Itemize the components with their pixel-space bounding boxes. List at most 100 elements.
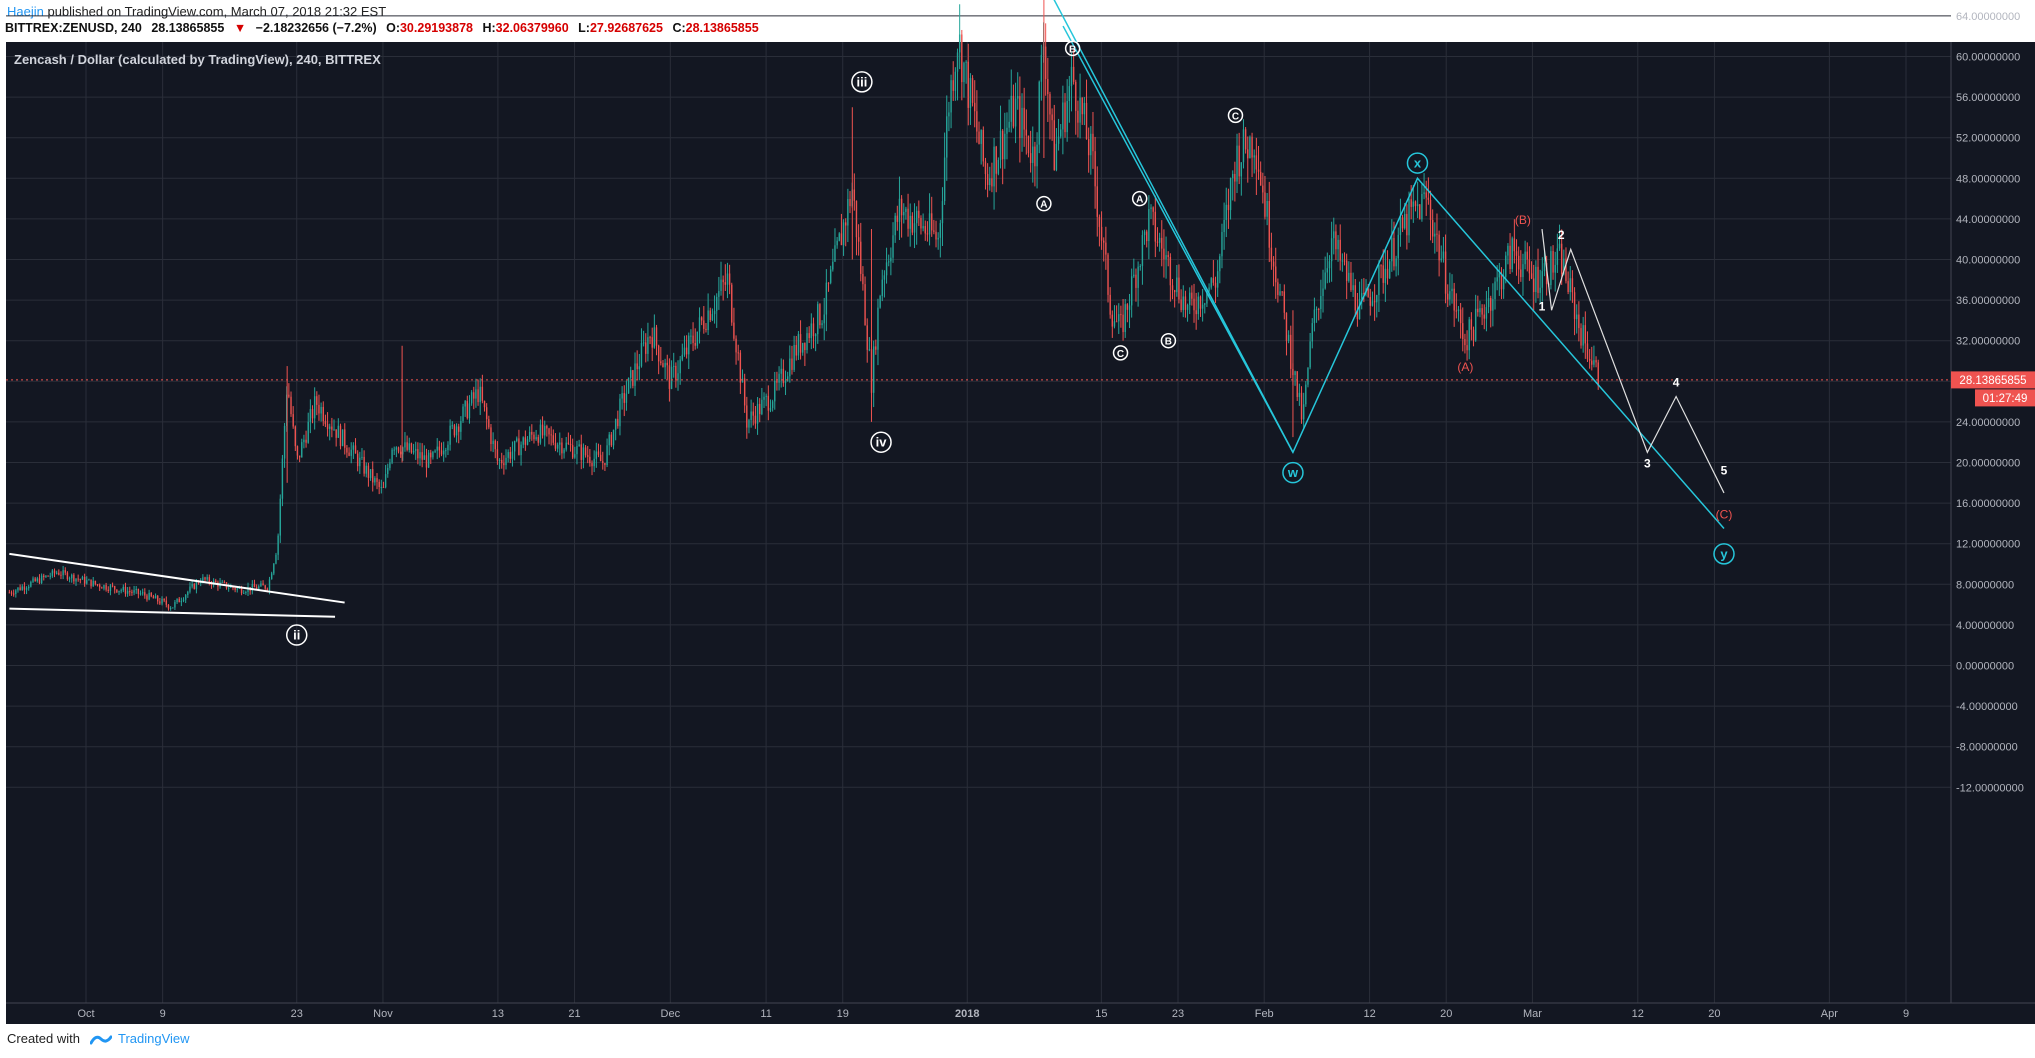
candle-body <box>748 420 750 428</box>
candle-body <box>197 581 200 584</box>
candle-body <box>535 437 537 440</box>
candle-body <box>935 231 937 240</box>
candle-body <box>604 462 606 466</box>
candle-body <box>206 577 208 580</box>
tradingview-brand-link[interactable]: TradingView <box>117 1031 190 1046</box>
author-link[interactable]: Haejin <box>7 4 44 19</box>
candle-body <box>1092 133 1094 152</box>
candle-body <box>350 449 352 456</box>
candle-body <box>1068 86 1071 101</box>
candle-body <box>94 580 97 585</box>
candle-body <box>507 452 509 458</box>
candle-body <box>982 130 985 162</box>
candle-body <box>1399 217 1402 235</box>
candle-body <box>1189 292 1191 305</box>
candle-body <box>427 452 430 468</box>
candle-body <box>492 440 494 445</box>
time-tick-label: 21 <box>568 1008 580 1020</box>
price-tick-label: 52.00000000 <box>1956 133 2020 145</box>
candle-body <box>883 275 886 280</box>
time-tick-label: Dec <box>661 1008 681 1020</box>
candle-body <box>1053 120 1055 170</box>
candle-body <box>1004 133 1006 160</box>
candle-body <box>1146 231 1148 242</box>
wave-label-circle <box>1064 40 1081 57</box>
candle-body <box>1315 309 1318 311</box>
time-axis-background[interactable] <box>6 1003 2035 1024</box>
candle-body <box>696 331 699 346</box>
candle-body <box>335 429 337 438</box>
candle-body <box>1290 334 1292 369</box>
candle-body <box>344 429 346 448</box>
low-value: 27.92687625 <box>589 21 663 35</box>
candle-body <box>1410 199 1412 207</box>
candle-body <box>1429 199 1432 221</box>
candle-body <box>737 352 739 354</box>
time-axis[interactable]: Oct 9 23 Nov 13 21 Dec 11 19 2018 15 23 Feb 12 20 Mar 12… <box>77 1008 1909 1020</box>
candle-body <box>148 592 150 600</box>
candle-body <box>1253 155 1255 158</box>
candle-body <box>425 455 428 468</box>
candle-body <box>1582 325 1584 346</box>
candle-body <box>838 233 840 241</box>
candle-body <box>774 380 776 402</box>
candle-body <box>802 342 804 353</box>
candle-body <box>264 585 266 589</box>
candle-body <box>40 575 43 584</box>
candle-body <box>202 577 204 583</box>
candle-body <box>804 342 806 351</box>
candle-body <box>627 377 630 394</box>
candle-body <box>1578 314 1580 329</box>
wave-label-text: (C) <box>1716 507 1733 521</box>
candle-body <box>1496 277 1498 282</box>
candle-body <box>1275 266 1277 283</box>
candle-body <box>501 459 503 464</box>
candle-body <box>599 454 602 462</box>
wave-label-circle <box>870 431 892 453</box>
candle-body <box>1404 213 1406 229</box>
candle-body <box>1115 321 1118 323</box>
candle-body <box>677 373 679 381</box>
candle-body <box>632 370 634 386</box>
candle-body <box>193 584 195 589</box>
candle-body <box>1270 247 1273 262</box>
candle-body <box>915 210 918 224</box>
candle-body <box>548 428 550 435</box>
wave-label-white: 3 <box>1644 457 1651 471</box>
candle-body <box>1143 231 1146 236</box>
candle-body <box>1376 295 1378 303</box>
candle-body <box>1264 192 1266 217</box>
candle-body <box>810 323 813 339</box>
candle-body <box>640 343 643 367</box>
candle-body <box>114 586 116 590</box>
wave-label-text: 5 <box>1721 464 1728 478</box>
candle-body <box>51 570 54 576</box>
candle-body <box>709 310 711 321</box>
candle-body <box>1006 127 1008 134</box>
time-tick-label: 20 <box>1440 1008 1452 1020</box>
candle-body <box>169 607 172 609</box>
candle-body <box>997 159 1000 174</box>
candle-body <box>1098 216 1101 227</box>
candle-body <box>1163 248 1165 260</box>
candle-body <box>277 535 279 555</box>
candle-body <box>1466 345 1468 351</box>
candle-body <box>565 442 567 450</box>
candle-body <box>273 563 275 574</box>
candle-body <box>105 585 107 590</box>
candle-body <box>1034 146 1036 167</box>
candle-body <box>1075 81 1077 111</box>
candle-body <box>1199 296 1202 309</box>
close-value: 28.13865855 <box>685 21 759 35</box>
candle-body <box>1044 46 1047 79</box>
wave-label-text: (B) <box>1515 213 1531 227</box>
candle-body <box>707 310 709 330</box>
price-axis-background[interactable] <box>1951 42 2035 1003</box>
candle-body <box>477 389 479 403</box>
candle-body <box>1356 310 1359 320</box>
candle-body <box>1442 251 1445 259</box>
candle-body <box>1326 268 1329 273</box>
candle-body <box>255 587 258 590</box>
tradingview-logo-icon[interactable] <box>89 1032 112 1046</box>
